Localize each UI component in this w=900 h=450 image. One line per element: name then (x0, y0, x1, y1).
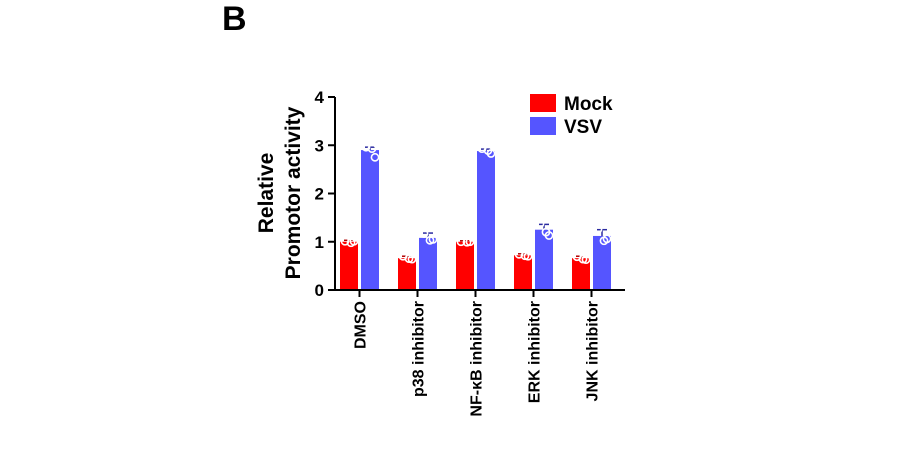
bar-mock-4 (572, 258, 590, 290)
bar-vsv-3 (535, 229, 553, 290)
x-category-label: JNK inhibitor (585, 301, 602, 401)
data-point (514, 249, 524, 259)
y-axis-title: Relative Promotor activity (255, 106, 305, 279)
data-point (456, 237, 466, 247)
x-category-label: p38 inhibitor (411, 301, 428, 397)
legend-label-mock: Mock (564, 94, 613, 115)
data-point (486, 149, 496, 158)
legend-label-vsv: VSV (564, 117, 602, 138)
bar-vsv-0 (361, 150, 379, 290)
data-point (581, 255, 591, 265)
bar-mock-2 (456, 241, 474, 290)
x-category-label: DMSO (353, 301, 370, 349)
bar-vsv-4 (593, 235, 611, 290)
data-point (419, 229, 429, 238)
x-category-label: NF-κB inhibitor (469, 301, 486, 417)
legend-swatch-vsv (530, 117, 556, 135)
data-point (593, 224, 603, 234)
y-axis: 0 1 2 3 4 (315, 88, 336, 300)
y-tick-label: 1 (315, 233, 324, 252)
bar-vsv-1 (419, 237, 437, 290)
data-point (407, 254, 417, 264)
bar-mock-0 (340, 241, 358, 290)
panel-label: B (222, 0, 247, 38)
data-point (523, 251, 533, 261)
data-point (465, 237, 475, 247)
y-tick-label: 3 (315, 136, 324, 155)
data-point (428, 234, 438, 244)
data-point (602, 234, 612, 244)
bar-vsv-2 (477, 151, 495, 290)
data-point (367, 144, 377, 154)
bar-mock-1 (398, 258, 416, 290)
bar-mock-3 (514, 255, 532, 290)
x-category-label: ERK inhibitor (527, 301, 544, 403)
data-point (349, 236, 359, 246)
y-tick-label: 2 (315, 185, 324, 204)
legend-swatch-mock (530, 94, 556, 112)
data-point (535, 219, 545, 229)
data-point (370, 152, 380, 162)
y-axis-title-line: Relative (255, 153, 278, 234)
y-tick-label: 4 (315, 88, 325, 107)
plot-area (340, 142, 612, 290)
data-point (544, 231, 554, 240)
data-point (340, 236, 350, 246)
data-point (361, 142, 371, 152)
y-tick-label: 0 (315, 281, 324, 300)
x-axis: DMSO p38 inhibitor NF-κB inhibitor ERK inhi… (335, 289, 625, 417)
y-axis-title-line: Promotor activity (282, 106, 305, 279)
